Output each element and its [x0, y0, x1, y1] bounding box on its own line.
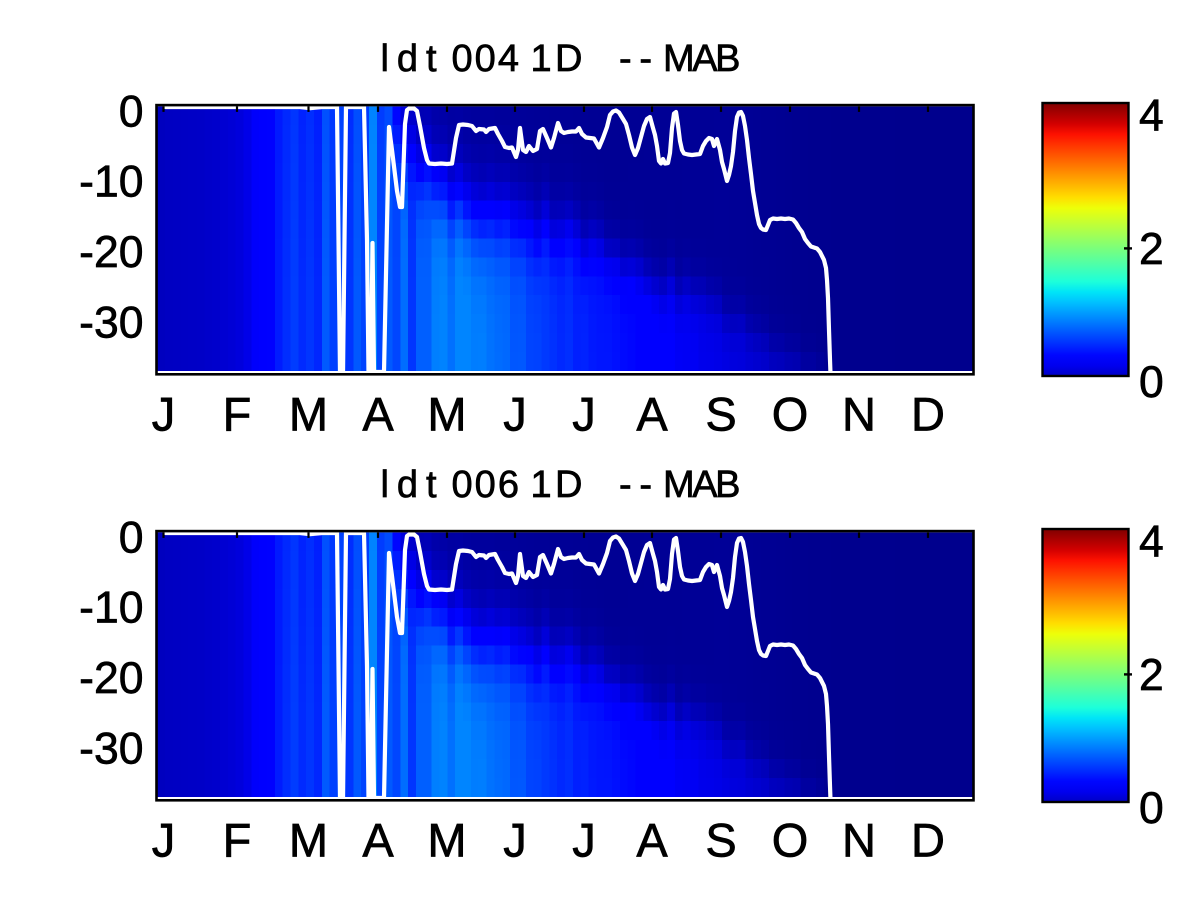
svg-text:A: A	[636, 813, 668, 866]
svg-text:004: 004	[452, 38, 520, 80]
svg-text:J: J	[152, 387, 176, 440]
svg-text:A: A	[362, 387, 394, 440]
svg-text:M: M	[427, 813, 466, 866]
svg-text:-30: -30	[79, 725, 143, 774]
svg-text:J: J	[503, 387, 527, 440]
svg-text:J: J	[572, 387, 596, 440]
svg-text:0: 0	[119, 513, 144, 562]
svg-text:M: M	[289, 813, 328, 866]
svg-text:-20: -20	[79, 654, 143, 703]
svg-text:J: J	[572, 813, 596, 866]
svg-text:MAB: MAB	[663, 464, 741, 506]
svg-text:S: S	[705, 813, 736, 866]
svg-text:J: J	[503, 813, 527, 866]
svg-text:O: O	[772, 813, 809, 866]
svg-text:D: D	[911, 387, 945, 440]
svg-text:N: N	[842, 387, 876, 440]
svg-text:F: F	[223, 387, 252, 440]
svg-text:J: J	[152, 813, 176, 866]
svg-text:4: 4	[1139, 518, 1164, 567]
svg-text:1D: 1D	[531, 38, 583, 80]
svg-text:D: D	[911, 813, 945, 866]
svg-text:0: 0	[1139, 784, 1164, 833]
svg-text:M: M	[289, 387, 328, 440]
svg-text:O: O	[772, 387, 809, 440]
svg-text:A: A	[362, 813, 394, 866]
svg-text:006: 006	[452, 464, 520, 506]
svg-text:-10: -10	[79, 158, 143, 207]
svg-text:S: S	[705, 387, 736, 440]
svg-text:N: N	[842, 813, 876, 866]
svg-text:A: A	[636, 387, 668, 440]
svg-text:2: 2	[1139, 651, 1164, 700]
svg-text:-20: -20	[79, 228, 143, 277]
svg-text:M: M	[427, 387, 466, 440]
svg-text:MAB: MAB	[663, 38, 741, 80]
svg-text:2: 2	[1139, 225, 1164, 274]
svg-text:0: 0	[119, 87, 144, 136]
svg-text:-10: -10	[79, 584, 143, 633]
svg-text:0: 0	[1139, 358, 1164, 407]
svg-text:4: 4	[1139, 92, 1164, 141]
svg-text:1D: 1D	[531, 464, 583, 506]
svg-text:F: F	[223, 813, 252, 866]
svg-text:-30: -30	[79, 299, 143, 348]
